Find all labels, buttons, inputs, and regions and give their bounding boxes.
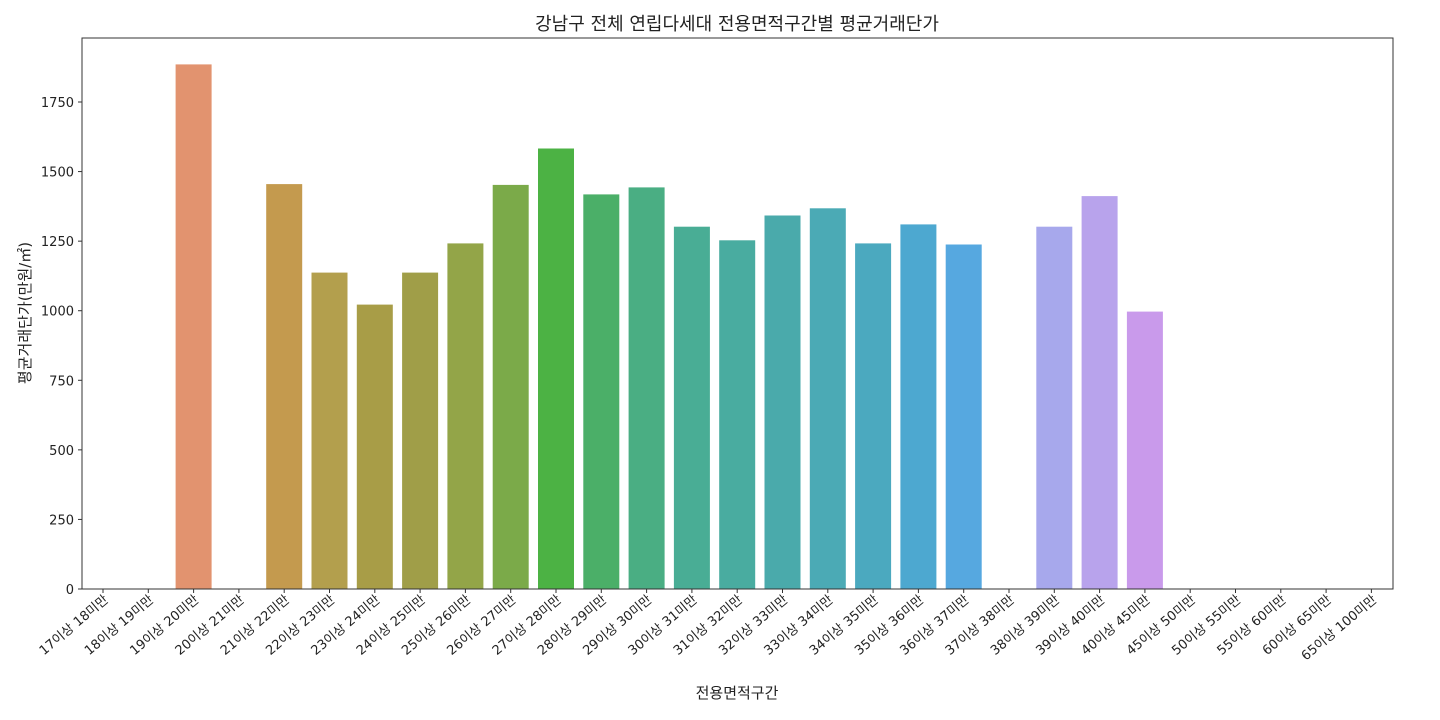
bar-9 — [492, 184, 529, 589]
y-tick-label-0: 0 — [66, 583, 74, 598]
bar-11 — [583, 194, 620, 589]
bar-14 — [719, 240, 756, 590]
bar-12 — [628, 187, 665, 589]
bar-15 — [764, 215, 801, 589]
bar-6 — [356, 304, 393, 589]
y-tick-label-2: 500 — [49, 444, 74, 459]
bar-8 — [447, 243, 484, 589]
bar-23 — [1126, 311, 1163, 589]
y-tick-label-7: 1750 — [41, 96, 74, 111]
y-tick-label-4: 1000 — [41, 305, 74, 320]
y-tick-label-6: 1500 — [41, 166, 74, 181]
bar-13 — [673, 226, 710, 589]
bar-2 — [175, 64, 212, 589]
bar-17 — [855, 243, 892, 589]
bar-4 — [266, 184, 303, 589]
bar-10 — [538, 148, 574, 589]
bar-18 — [900, 224, 937, 589]
bar-22 — [1081, 196, 1118, 589]
bar-7 — [402, 272, 439, 589]
y-axis-label: 평균거래단가(만원/㎡) — [16, 242, 34, 384]
bar-19 — [945, 244, 982, 589]
x-axis-label: 전용면적구간 — [696, 684, 779, 702]
y-axis: 0 250 500 750 1000 1250 1500 1750 — [41, 96, 82, 598]
y-tick-label-1: 250 — [49, 513, 74, 528]
y-tick-label-5: 1250 — [41, 235, 74, 250]
bar-21 — [1036, 226, 1073, 589]
y-tick-label-3: 750 — [49, 374, 74, 389]
bars-group — [175, 64, 1163, 590]
bar-5 — [311, 272, 348, 589]
chart-title: 강남구 전체 연립다세대 전용면적구간별 평균거래단가 — [535, 14, 939, 35]
bar-16 — [809, 208, 846, 590]
